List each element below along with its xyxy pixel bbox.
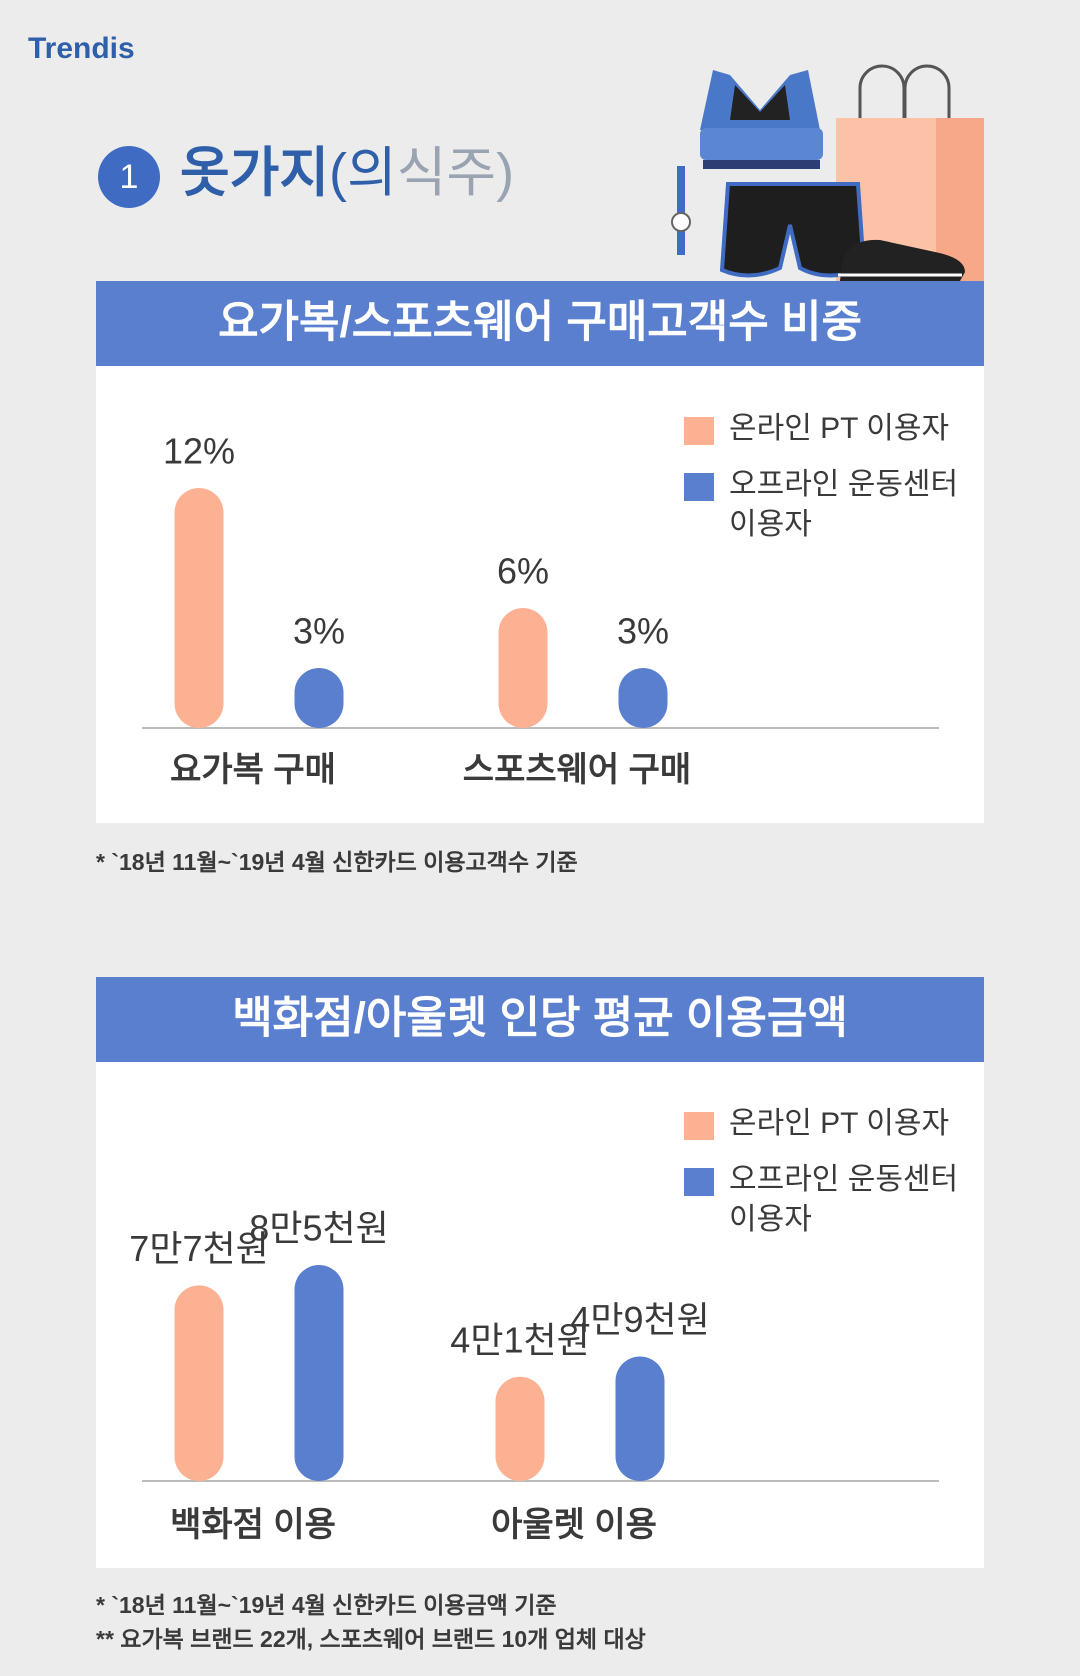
legend-swatch — [684, 1168, 714, 1196]
legend-swatch — [684, 1112, 714, 1140]
bar — [174, 1285, 224, 1481]
value-label: 4만1천원 — [450, 1319, 589, 1360]
bar — [498, 608, 548, 728]
illustration — [671, 64, 984, 281]
footnote: ** 요가복 브랜드 22개, 스포츠웨어 브랜드 10개 업체 대상 — [96, 1626, 646, 1652]
bar — [618, 668, 668, 728]
x-tick-label: 백화점 이용 — [170, 1506, 336, 1544]
legend-swatch — [684, 473, 714, 501]
legend-label: 오프라인 운동센터 이용자 — [729, 468, 959, 541]
chart-title: 백화점/아울렛 인당 평균 이용금액 — [232, 994, 848, 1043]
section-badge — [98, 146, 160, 208]
section-title-paren: (의 — [329, 143, 397, 203]
value-label: 8만5천원 — [249, 1208, 388, 1249]
footnote: * `18년 11월~`19년 4월 신한카드 이용고객수 기준 — [96, 849, 578, 875]
x-tick-label: 아울렛 이용 — [491, 1506, 657, 1544]
section-title-main: 옷가지 — [180, 143, 329, 203]
bar — [174, 488, 224, 728]
footnote: * `18년 11월~`19년 4월 신한카드 이용금액 기준 — [96, 1592, 557, 1618]
panel — [96, 366, 984, 823]
section-title-paren: 식주) — [397, 143, 514, 203]
legend-swatch — [684, 417, 714, 445]
x-tick-label: 스포츠웨어 구매 — [463, 751, 691, 789]
panel — [96, 1062, 984, 1568]
bar — [294, 1265, 344, 1481]
value-label: 3% — [293, 611, 345, 652]
value-label: 6% — [497, 551, 549, 592]
section-title: 옷가지(의식주) — [180, 143, 514, 203]
value-label: 3% — [617, 611, 669, 652]
section-number: 1 — [120, 158, 139, 196]
x-tick-label: 요가복 구매 — [170, 751, 336, 789]
chart-title: 요가복/스포츠웨어 구매고객수 비중 — [218, 298, 862, 347]
logo: Trendis — [28, 32, 135, 65]
legend-label: 온라인 PT 이용자 — [729, 1107, 950, 1140]
title-bar — [96, 977, 984, 1062]
value-label: 7만7천원 — [129, 1228, 268, 1269]
title-bar — [96, 281, 984, 366]
bar — [294, 668, 344, 728]
legend-label: 오프라인 운동센터 이용자 — [729, 1163, 959, 1236]
legend-label: 온라인 PT 이용자 — [729, 412, 950, 445]
value-label: 4만9천원 — [570, 1299, 709, 1340]
bar — [495, 1376, 545, 1481]
value-label: 12% — [163, 431, 235, 472]
bar — [615, 1356, 665, 1481]
